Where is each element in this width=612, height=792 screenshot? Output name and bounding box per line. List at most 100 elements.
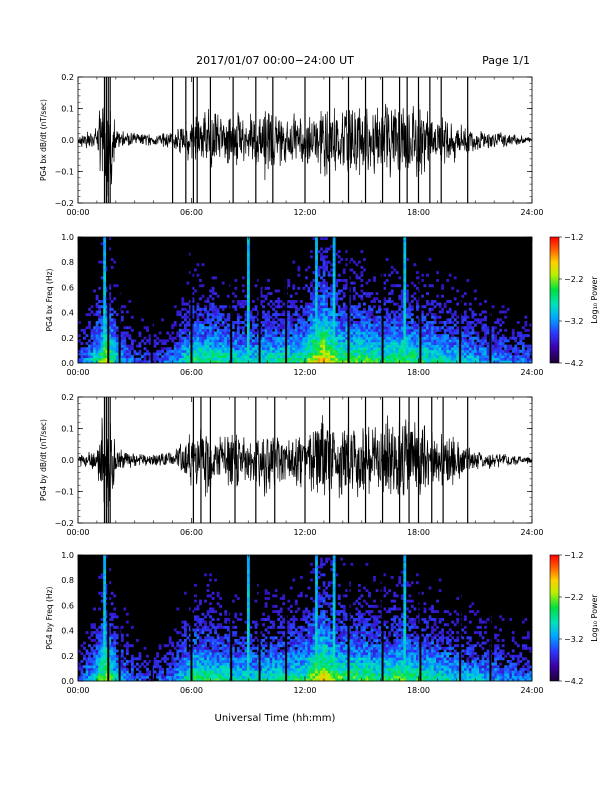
spectrogram-cell	[461, 334, 465, 338]
spectrogram-cell	[246, 284, 250, 288]
spectrogram-cell	[241, 662, 245, 666]
spectrogram-cell	[315, 300, 318, 303]
spectrogram-cell	[188, 678, 192, 682]
spectrogram-cell	[269, 315, 273, 319]
spectrogram-cell	[370, 307, 374, 311]
spectrogram-cell	[191, 342, 195, 345]
spectrogram-cell	[473, 289, 477, 293]
spectrogram-cell	[421, 310, 424, 314]
spectrogram-cell	[123, 675, 127, 679]
spectrogram-cell	[196, 649, 200, 653]
spectrogram-cell	[345, 328, 349, 332]
spectrogram-cell	[143, 646, 147, 650]
spectrogram-cell	[340, 315, 344, 319]
spectrogram-cell	[236, 649, 240, 653]
spectrogram-cell	[214, 665, 218, 669]
spectrogram-cell	[221, 315, 225, 319]
spectrogram-cell	[363, 323, 366, 327]
spectrogram-cell	[100, 242, 104, 246]
spectrogram-cell	[378, 339, 381, 343]
spectrogram-cell	[332, 292, 336, 296]
spectrogram-cell	[385, 321, 389, 324]
spectrogram-cell	[287, 344, 291, 348]
spectrogram-cell	[267, 321, 270, 324]
spectrogram-cell	[516, 347, 520, 351]
spectrogram-cell	[322, 315, 326, 319]
spectrogram-cell	[322, 273, 326, 277]
spectrogram-cell	[360, 355, 364, 359]
spectrogram-cell	[335, 342, 339, 345]
spectrogram-cell	[194, 633, 197, 637]
spectrogram-cell	[453, 339, 457, 343]
spectrogram-cell	[246, 326, 250, 330]
spectrogram-cell	[357, 321, 361, 324]
spectrogram-cell	[171, 326, 175, 330]
spectrogram-cell	[188, 336, 192, 340]
spectrogram-cell	[199, 667, 202, 671]
spectrogram-cell	[176, 678, 180, 682]
spectrogram-cell	[484, 310, 487, 314]
spectrogram-cell	[325, 268, 328, 272]
spectrogram-cell	[93, 665, 96, 669]
spectrogram-cell	[224, 334, 228, 338]
spectrogram-cell	[148, 342, 152, 345]
spectrogram-cell	[315, 307, 318, 311]
spectrogram-cell	[211, 355, 215, 359]
spectrogram-cell	[241, 636, 245, 640]
spectrogram-cell	[519, 355, 523, 359]
spectrogram-cell	[398, 355, 402, 359]
spectrogram-cell	[431, 328, 434, 332]
spectrogram-cell	[113, 328, 117, 332]
spectrogram-cell	[100, 591, 104, 595]
spectrogram-cell	[317, 268, 321, 272]
spectrogram-cell	[310, 315, 313, 319]
spectrogram-cell	[115, 660, 119, 663]
spectrogram-cell	[403, 315, 407, 319]
spectrogram-cell	[385, 344, 389, 348]
spectrogram-cell	[130, 670, 134, 674]
spectrogram-cell	[219, 665, 223, 669]
spectrogram-cell	[461, 326, 465, 330]
spectrogram-cell	[307, 318, 311, 322]
spectrogram-cell	[110, 355, 114, 359]
spectrogram-cell	[330, 313, 334, 317]
spectrogram-cell	[363, 344, 366, 348]
spectrogram-cell	[221, 313, 225, 317]
spectrogram-cell	[183, 628, 187, 632]
y-tick-label: 0.1	[61, 105, 74, 114]
spectrogram-cell	[332, 328, 336, 332]
spectrogram-cell	[85, 355, 89, 359]
spectrogram-cell	[216, 646, 220, 650]
spectrogram-cell	[186, 673, 190, 677]
spectrogram-cell	[244, 636, 248, 640]
spectrogram-cell	[246, 310, 250, 314]
spectrogram-cell	[161, 675, 165, 679]
spectrogram-cell	[244, 339, 248, 343]
y-tick-label: 0.0	[61, 359, 74, 368]
spectrogram-cell	[274, 334, 278, 338]
spectrogram-cell	[199, 313, 202, 317]
spectrogram-cell	[365, 331, 369, 335]
spectrogram-cell	[186, 623, 190, 627]
spectrogram-cell	[494, 334, 497, 338]
spectrogram-cell	[216, 360, 220, 364]
spectrogram-cell	[85, 649, 89, 653]
spectrogram-cell	[352, 305, 356, 309]
spectrogram-cell	[365, 336, 369, 340]
spectrogram-cell	[466, 323, 470, 327]
spectrogram-cell	[385, 355, 389, 359]
spectrogram-cell	[438, 326, 442, 330]
spectrogram-cell	[209, 628, 212, 632]
spectrogram-cell	[277, 305, 281, 309]
spectrogram-cell	[337, 326, 341, 330]
spectrogram-cell	[90, 625, 94, 629]
spectrogram-cell	[105, 321, 109, 324]
spectrogram-cell	[88, 660, 91, 663]
spectrogram-cell	[105, 289, 109, 293]
spectrogram-cell	[188, 334, 192, 338]
spectrogram-cell	[95, 670, 99, 674]
spectrogram-cell	[93, 328, 96, 332]
spectrogram-cell	[277, 313, 281, 317]
spectrogram-cell	[103, 594, 107, 598]
spectrogram-cell	[188, 357, 192, 361]
